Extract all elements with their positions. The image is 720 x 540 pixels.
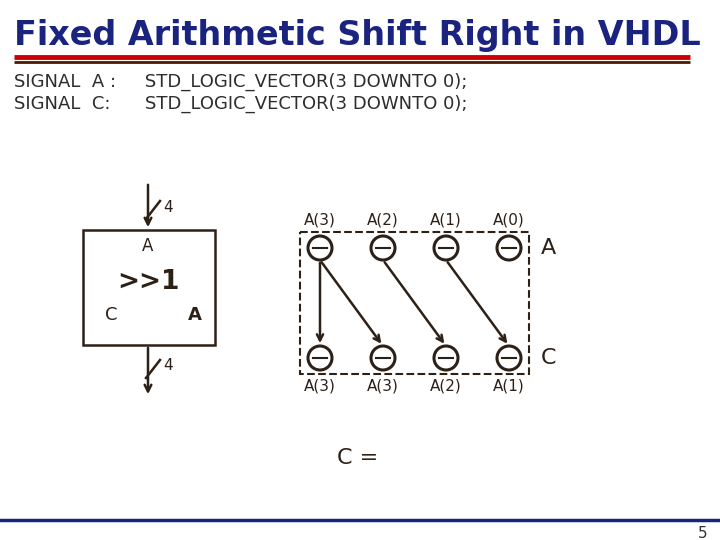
Text: 4: 4 <box>163 199 173 214</box>
Text: C: C <box>104 306 117 324</box>
Text: SIGNAL  C:      STD_LOGIC_VECTOR(3 DOWNTO 0);: SIGNAL C: STD_LOGIC_VECTOR(3 DOWNTO 0); <box>14 95 467 113</box>
Text: A(1): A(1) <box>430 213 462 227</box>
Circle shape <box>434 236 458 260</box>
Text: SIGNAL  A :     STD_LOGIC_VECTOR(3 DOWNTO 0);: SIGNAL A : STD_LOGIC_VECTOR(3 DOWNTO 0); <box>14 73 467 91</box>
Circle shape <box>308 346 332 370</box>
Text: A(2): A(2) <box>367 213 399 227</box>
Bar <box>83 230 215 345</box>
Circle shape <box>497 236 521 260</box>
Circle shape <box>497 346 521 370</box>
Text: C =: C = <box>338 448 379 468</box>
Circle shape <box>371 236 395 260</box>
Circle shape <box>371 346 395 370</box>
Text: Fixed Arithmetic Shift Right in VHDL: Fixed Arithmetic Shift Right in VHDL <box>14 19 701 52</box>
Text: A: A <box>541 238 557 258</box>
Text: A(3): A(3) <box>304 213 336 227</box>
Text: >>1: >>1 <box>117 269 179 295</box>
Text: A(1): A(1) <box>493 379 525 394</box>
Text: 5: 5 <box>698 525 708 540</box>
Text: A(0): A(0) <box>493 213 525 227</box>
Text: A: A <box>188 306 202 324</box>
Text: A(3): A(3) <box>304 379 336 394</box>
Circle shape <box>308 236 332 260</box>
Circle shape <box>434 346 458 370</box>
Text: A(2): A(2) <box>430 379 462 394</box>
Text: 4: 4 <box>163 359 173 374</box>
Text: A(3): A(3) <box>367 379 399 394</box>
Bar <box>300 232 529 374</box>
Text: A: A <box>143 237 153 255</box>
Text: C: C <box>541 348 557 368</box>
